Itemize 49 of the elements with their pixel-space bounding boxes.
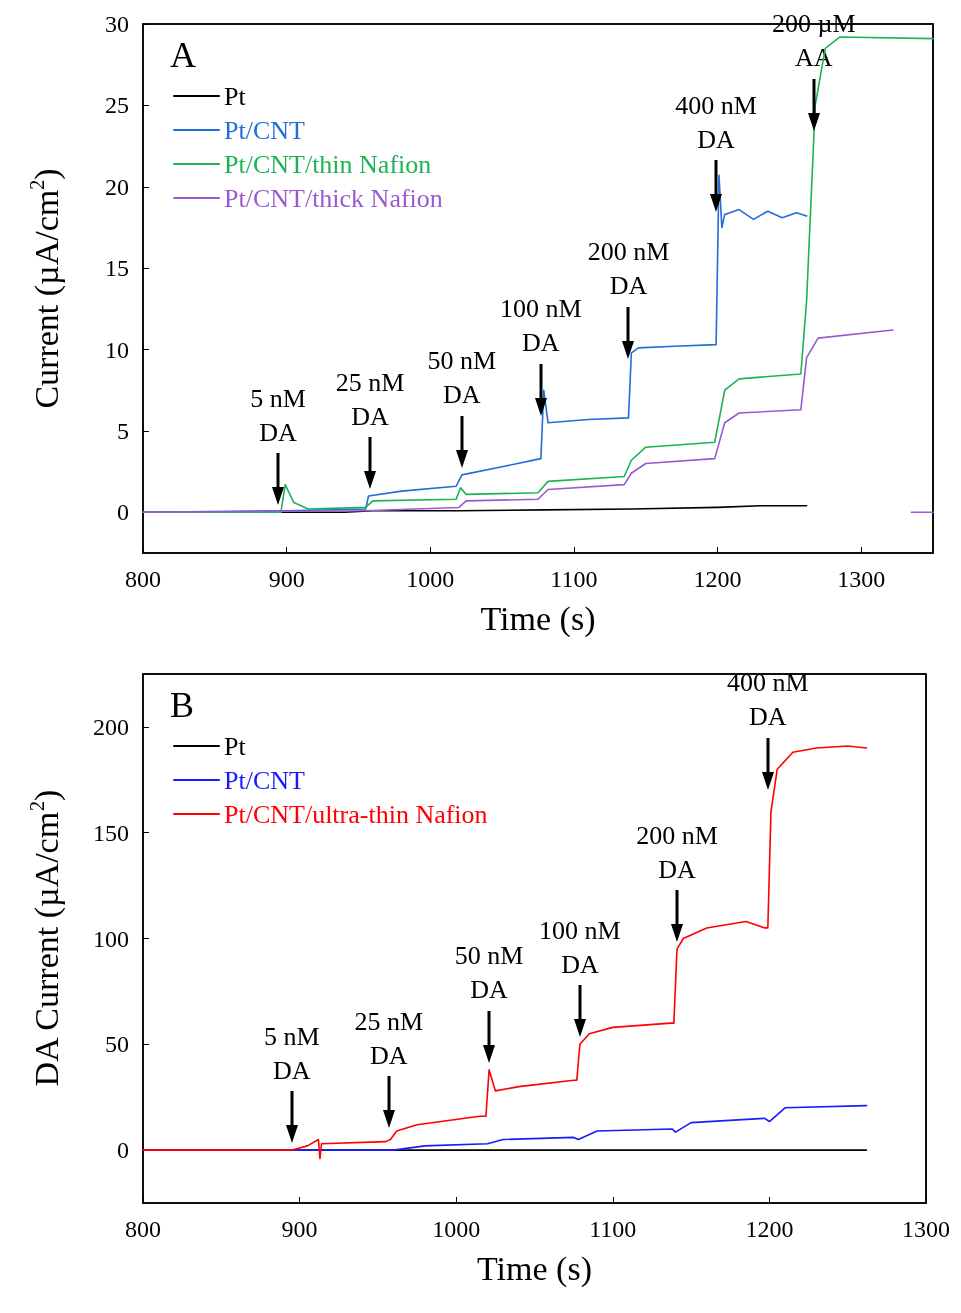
y-tick-label: 10: [105, 336, 129, 363]
legend-label: Pt: [224, 731, 247, 761]
x-tick-label: 1000: [432, 1216, 481, 1242]
x-axis-title: Time (s): [480, 599, 596, 638]
y-tick-label: 50: [105, 1031, 129, 1058]
y-axis-title: DA Current (µA/cm2): [26, 789, 66, 1087]
legend-label: Pt/CNT/thin Nafion: [224, 149, 432, 179]
y-tick-label: 25: [105, 92, 129, 119]
x-tick-label: 800: [125, 1216, 161, 1242]
legend-label: Pt/CNT: [224, 115, 306, 145]
legend-label: Pt/CNT/thick Nafion: [224, 183, 443, 213]
chart-title: B: [170, 685, 195, 725]
x-tick-label: 800: [125, 566, 161, 592]
y-tick-label: 0: [117, 1137, 129, 1164]
y-tick-label: 200: [93, 713, 129, 740]
y-tick-label: 100: [93, 925, 129, 952]
legend-label: Pt: [224, 81, 247, 111]
annotation: 400 nM DA: [727, 668, 809, 732]
annotation: 5 nM DA: [250, 383, 306, 447]
legend-label: Pt/CNT: [224, 765, 306, 795]
x-tick-label: 1100: [589, 1216, 637, 1242]
annotation: 5 nM DA: [263, 1021, 320, 1085]
x-tick-label: 1200: [745, 1216, 794, 1242]
x-tick-label: 1100: [550, 566, 598, 592]
x-tick-label: 1300: [837, 566, 886, 592]
annotation: 100 nM DA: [539, 915, 621, 979]
y-tick-label: 20: [105, 173, 129, 200]
x-tick-label: 1200: [693, 566, 742, 592]
annotation: 200 nM DA: [587, 237, 670, 301]
legend-label: Pt/CNT/ultra-thin Nafion: [224, 799, 488, 829]
y-tick-label: 30: [105, 11, 129, 37]
y-tick-label: 5: [117, 417, 129, 444]
annotation: 25 nM DA: [335, 367, 405, 431]
x-axis-title: Time (s): [477, 1249, 592, 1288]
y-tick-label: 150: [93, 819, 129, 846]
annotation: 50 nM DA: [454, 941, 524, 1005]
y-tick-label: 15: [105, 255, 129, 282]
annotation: 100 nM DA: [500, 294, 582, 358]
y-axis-title: Current (µA/cm2): [26, 168, 66, 409]
y-tick-label: 0: [117, 499, 129, 526]
annotation: 200 nM DA: [636, 820, 718, 884]
annotation: 50 nM DA: [427, 346, 497, 410]
x-tick-label: 1000: [406, 566, 455, 592]
x-tick-label: 900: [281, 1216, 318, 1242]
annotation: 25 nM DA: [354, 1006, 424, 1070]
chart-title: A: [170, 35, 196, 75]
annotation: 400 nM DA: [675, 90, 757, 154]
x-tick-label: 900: [268, 566, 305, 592]
x-tick-label: 1300: [902, 1216, 950, 1242]
